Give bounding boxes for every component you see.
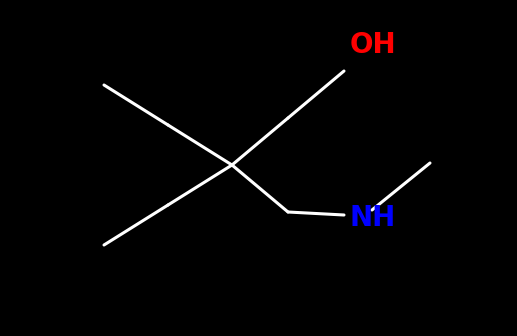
Text: OH: OH xyxy=(350,31,397,59)
Text: NH: NH xyxy=(350,204,396,232)
